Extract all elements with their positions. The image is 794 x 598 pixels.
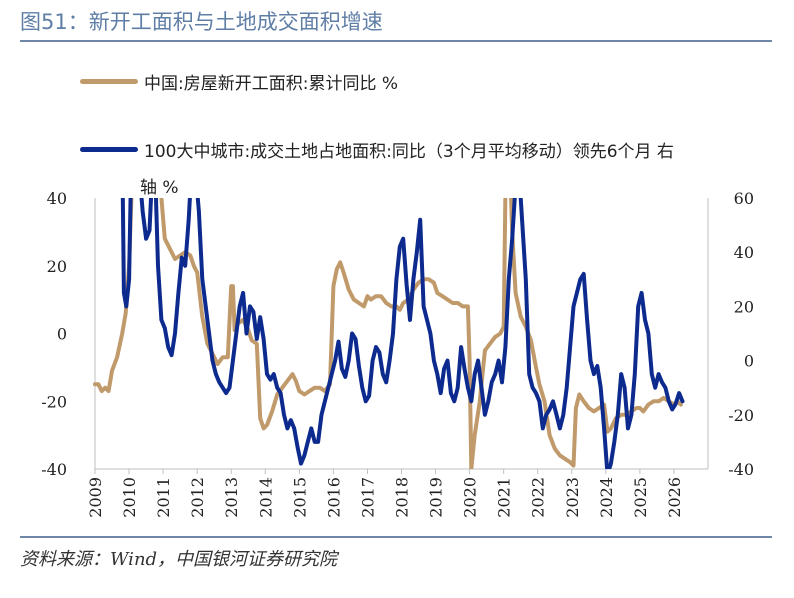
x-tick-label: 2015 (290, 477, 309, 518)
x-tick-label: 2025 (631, 477, 650, 518)
y-right-tick-label: 20 (734, 297, 754, 316)
legend-item-series2: 100大中城市:成交土地占地面积:同比（3个月平均移动）领先6个月 右 (80, 137, 674, 162)
y-left-tick-label: 20 (47, 257, 67, 276)
x-tick-label: 2026 (665, 477, 684, 518)
legend-item-series1: 中国:房屋新开工面积:累计同比 % (80, 69, 398, 94)
title-divider (20, 40, 772, 42)
y-right-tick-label: -40 (728, 460, 754, 479)
x-tick-label: 2016 (324, 477, 343, 518)
y-left-tick-label: 0 (57, 325, 67, 344)
y-right-tick-label: -20 (728, 406, 754, 425)
x-tick-label: 2023 (563, 477, 582, 518)
legend-label-series2-wrap: 轴 % (140, 178, 179, 198)
y-right-tick-label: 40 (734, 243, 754, 262)
x-tick-label: 2011 (154, 477, 173, 518)
y-left-tick-label: 40 (47, 189, 67, 208)
x-tick-label: 2013 (222, 477, 241, 518)
chart-ticks: 2009 2010 2011 2012 2013 2014 2015 2016 2017 2018… (41, 189, 754, 518)
x-tick-label: 2019 (427, 477, 446, 518)
chart-title: 图51：新开工面积与土地成交面积增速 (20, 10, 383, 34)
x-tick-label: 2014 (256, 477, 275, 518)
legend-label-series2: 100大中城市:成交土地占地面积:同比（3个月平均移动）领先6个月 右 (144, 142, 674, 162)
legend-swatch-series1 (80, 79, 138, 84)
y-left-tick-label: -20 (41, 392, 67, 411)
x-tick-label: 2024 (597, 477, 616, 518)
legend-swatch-series2 (80, 147, 138, 152)
series-line-2 (120, 198, 685, 469)
y-left-tick-label: -40 (41, 460, 67, 479)
x-tick-label: 2012 (188, 477, 207, 518)
y-right-tick-label: 0 (744, 352, 754, 371)
x-tick-label: 2009 (86, 477, 105, 518)
x-tick-label: 2022 (529, 477, 548, 518)
x-tick-label: 2017 (358, 477, 377, 518)
x-tick-label: 2020 (461, 477, 480, 518)
source-divider (20, 536, 772, 538)
source-note: 资料来源：Wind，中国银河证券研究院 (20, 549, 338, 570)
y-right-tick-label: 60 (734, 189, 754, 208)
legend-label-series1: 中国:房屋新开工面积:累计同比 % (144, 74, 399, 94)
series-line-1 (93, 198, 683, 469)
x-tick-label: 2018 (393, 477, 412, 518)
x-tick-label: 2010 (120, 477, 139, 518)
x-tick-label: 2021 (495, 477, 514, 518)
chart-series (93, 198, 685, 469)
